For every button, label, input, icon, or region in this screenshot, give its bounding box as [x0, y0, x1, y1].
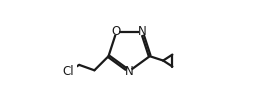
Text: N: N — [124, 65, 133, 78]
Text: Cl: Cl — [62, 65, 74, 78]
Text: O: O — [111, 25, 121, 38]
Text: N: N — [137, 25, 146, 38]
